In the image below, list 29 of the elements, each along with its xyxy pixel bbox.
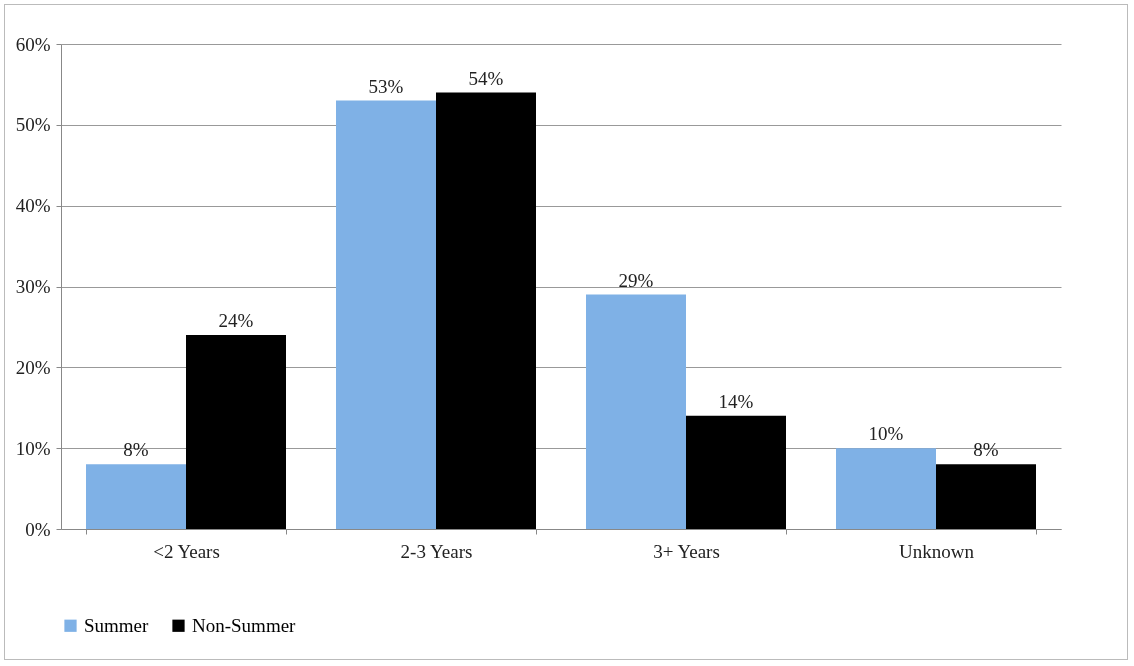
y-tick-label: 30% bbox=[15, 276, 51, 297]
legend-label: Non-Summer bbox=[192, 614, 297, 636]
data-label: 8% bbox=[973, 439, 999, 461]
data-label: 14% bbox=[718, 390, 754, 412]
x-tick-label: Unknown bbox=[899, 540, 975, 562]
y-tick-label: 60% bbox=[15, 33, 51, 55]
bar bbox=[336, 100, 436, 529]
bar bbox=[586, 294, 686, 529]
y-tick-label: 10% bbox=[15, 437, 51, 459]
data-label: 8% bbox=[123, 439, 149, 461]
data-label: 24% bbox=[218, 310, 254, 331]
bar bbox=[836, 448, 936, 529]
bar bbox=[936, 464, 1036, 529]
legend-label: Summer bbox=[84, 614, 150, 636]
data-label: 29% bbox=[618, 269, 654, 291]
data-label: 53% bbox=[368, 75, 404, 97]
bar bbox=[86, 464, 186, 529]
x-tick-label: 2-3 Years bbox=[400, 540, 473, 562]
y-tick-label: 50% bbox=[15, 114, 51, 136]
y-tick-label: 0% bbox=[25, 518, 51, 540]
x-tick-label: <2 Years bbox=[153, 540, 220, 562]
data-label: 54% bbox=[468, 67, 504, 89]
bar bbox=[436, 92, 536, 529]
y-tick-label: 20% bbox=[15, 356, 51, 378]
data-label: 10% bbox=[868, 423, 904, 445]
x-tick-label: 3+ Years bbox=[653, 540, 720, 562]
y-tick-label: 40% bbox=[15, 195, 51, 217]
bar bbox=[686, 415, 786, 529]
bar bbox=[186, 335, 286, 529]
